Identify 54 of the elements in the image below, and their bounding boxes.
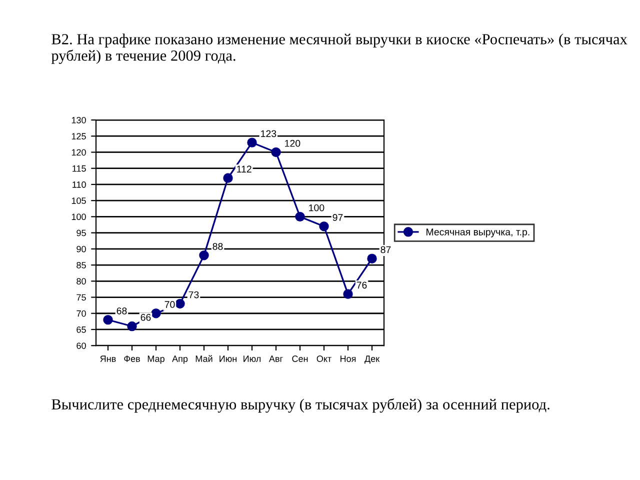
data-label: 123 — [261, 130, 276, 138]
y-tick-label: 125 — [72, 133, 86, 140]
legend-label: Месячная выручка, т.р. — [426, 228, 530, 238]
x-tick-label: Окт — [316, 356, 332, 362]
point — [199, 250, 209, 260]
x-tick-label: Ноя — [340, 356, 356, 362]
x-tick-label: Апр — [172, 356, 188, 364]
point — [295, 212, 305, 222]
text: Вычислите среднемесячную выручку (в тысячах рублей) за осенний период. — [52, 398, 550, 413]
x-tick-label: Мар — [148, 356, 164, 364]
x-tick-label: Июн — [220, 356, 236, 362]
y-tick-label: 85 — [76, 262, 86, 268]
point — [151, 308, 161, 318]
x-tick-label: Июл — [244, 356, 261, 362]
data-label: 73 — [188, 291, 199, 298]
data-label: 97 — [332, 214, 343, 221]
point — [175, 298, 185, 309]
data-label: 120 — [285, 140, 300, 147]
x-tick-label: Сен — [292, 356, 308, 362]
data-label: 68 — [116, 307, 127, 314]
point — [367, 254, 377, 264]
y-tick-label: 110 — [72, 181, 86, 188]
data-label: 88 — [212, 243, 223, 250]
y-tick-label: 115 — [72, 165, 86, 172]
point — [319, 221, 329, 232]
data-label: 112 — [237, 166, 252, 172]
y-tick-label: 70 — [76, 310, 86, 317]
point — [247, 138, 257, 148]
point — [271, 147, 281, 158]
y-tick-label: 130 — [72, 116, 86, 124]
y-tick-label: 75 — [76, 294, 86, 301]
y-tick-label: 60 — [76, 342, 86, 349]
x-tick-label: Янв — [100, 356, 116, 362]
y-tick-label: 95 — [76, 230, 86, 236]
point — [127, 321, 137, 332]
data-label: 70 — [164, 301, 175, 308]
x-tick-label: Май — [196, 355, 212, 362]
y-tick-label: 65 — [76, 326, 86, 333]
data-label: 76 — [356, 282, 367, 289]
y-tick-label: 80 — [76, 278, 86, 285]
y-tick-label: 90 — [76, 246, 86, 252]
y-tick-label: 100 — [72, 214, 86, 220]
x-tick-label: Дек — [364, 356, 380, 364]
point — [103, 314, 113, 325]
y-tick-label: 120 — [72, 149, 86, 156]
point — [223, 173, 233, 183]
x-tick-label: Авг — [268, 356, 283, 362]
data-label: 100 — [309, 204, 324, 212]
y-tick-label: 105 — [72, 198, 86, 204]
data-label: 66 — [140, 314, 151, 321]
x-tick-label: Фев — [124, 356, 140, 362]
point — [343, 289, 353, 299]
data-label: 87 — [380, 246, 391, 254]
chart-title: B2. На графике показано изменение месячной выручки в киоске «Роспечать» (в тысячах рублей) в течение 2009 года. — [51, 34, 628, 64]
